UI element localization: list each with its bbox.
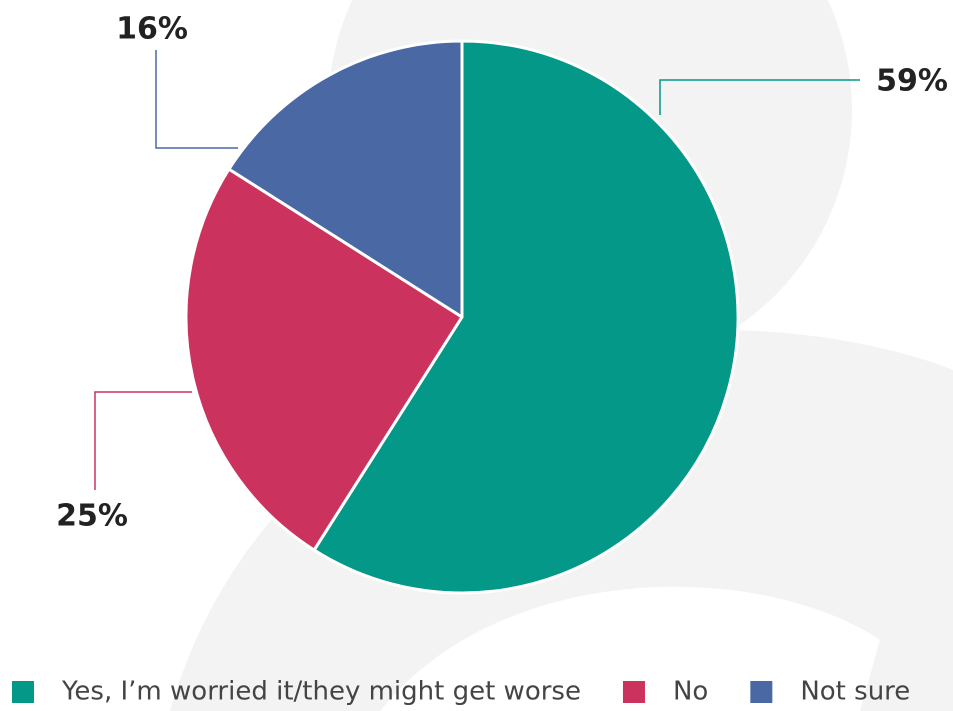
legend-swatch <box>750 681 773 703</box>
value-label: 16% <box>116 12 188 47</box>
legend-label: Yes, I’m worried it/they might get worse <box>61 677 581 707</box>
pie-slice <box>184 167 464 552</box>
value-label: 25% <box>56 499 128 534</box>
pie-slice <box>227 39 464 319</box>
legend-label: No <box>673 677 708 707</box>
value-label: 59% <box>876 64 948 99</box>
pie-slice <box>312 39 740 595</box>
leader-line <box>94 391 192 490</box>
legend-swatch <box>12 681 34 703</box>
leader-line <box>659 79 860 115</box>
leader-line <box>155 50 238 149</box>
legend-swatch <box>622 681 645 703</box>
legend-label: Not sure <box>800 677 910 707</box>
bg-cut <box>380 586 880 711</box>
